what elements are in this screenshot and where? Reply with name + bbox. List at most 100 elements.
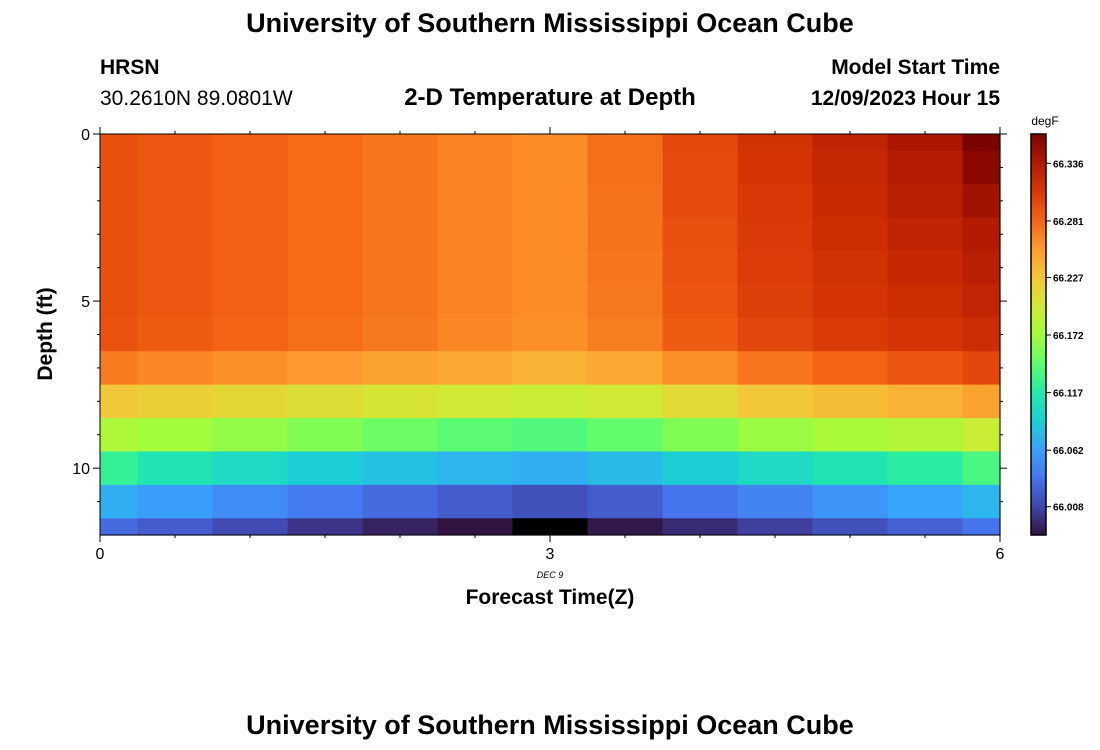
heatmap-cell (662, 184, 739, 219)
heatmap-cell (737, 317, 814, 352)
heatmap-cell (662, 518, 739, 536)
heatmap-cell (212, 351, 289, 386)
heatmap-cell (287, 184, 364, 219)
heatmap-cell (287, 484, 364, 519)
heatmap-cell (212, 150, 289, 185)
footer-title: University of Southern Mississippi Ocean… (246, 710, 854, 740)
colorbar-tick-label: 66.336 (1053, 159, 1084, 170)
heatmap-cell (962, 284, 1001, 319)
heatmap-cell (887, 518, 964, 536)
heatmap-cell (812, 518, 889, 536)
heatmap-cell (587, 518, 664, 536)
heatmap-cell (437, 250, 514, 285)
heatmap-cell (512, 150, 589, 185)
colorbar-units: degF (1031, 114, 1058, 128)
heatmap-cell (512, 518, 589, 536)
heatmap-cell (887, 250, 964, 285)
heatmap-cell (100, 418, 139, 453)
heatmap-cell (512, 384, 589, 419)
heatmap-cell (962, 518, 1001, 536)
heatmap-cell (812, 451, 889, 486)
heatmap-cell (362, 451, 439, 486)
heatmap-cell (362, 518, 439, 536)
heatmap-cell (887, 184, 964, 219)
colorbar-tick-label: 66.062 (1053, 446, 1084, 457)
heatmap-cell (812, 384, 889, 419)
heatmap-cell (137, 150, 214, 185)
heatmap-cell (662, 217, 739, 252)
heatmap-cell (437, 184, 514, 219)
heatmap-cell (812, 351, 889, 386)
heatmap-cell (137, 217, 214, 252)
y-tick-label: 0 (81, 127, 90, 144)
heatmap-cell (812, 217, 889, 252)
heatmap-cell (437, 351, 514, 386)
heatmap-cell (137, 484, 214, 519)
heatmap-cell (587, 351, 664, 386)
heatmap-cell (662, 351, 739, 386)
heatmap-cell (100, 284, 139, 319)
heatmap-cell (887, 317, 964, 352)
heatmap-cell (287, 518, 364, 536)
heatmap-cell (437, 134, 514, 152)
heatmap-cell (962, 384, 1001, 419)
heatmap-cell (737, 284, 814, 319)
heatmap-cell (662, 134, 739, 152)
heatmap-cell (587, 150, 664, 185)
heatmap-cell (212, 451, 289, 486)
heatmap-cell (812, 250, 889, 285)
heatmap-cell (962, 418, 1001, 453)
x-tick-label: 6 (996, 546, 1005, 563)
heatmap-cell (587, 250, 664, 285)
heatmap-cell (737, 418, 814, 453)
heatmap-cell (137, 250, 214, 285)
heatmap-cell (137, 451, 214, 486)
heatmap-cell (100, 150, 139, 185)
heatmap-cell (587, 484, 664, 519)
heatmap-cell (512, 284, 589, 319)
heatmap-cell (962, 351, 1001, 386)
heatmap-cell (437, 217, 514, 252)
heatmap-cell (212, 484, 289, 519)
heatmap-cell (137, 384, 214, 419)
colorbar-tick-label: 66.227 (1053, 273, 1084, 284)
heatmap-cell (100, 250, 139, 285)
colorbar-ticks: 66.336 66.281 66.227 66.172 66.117 66.062 66.0… (1046, 159, 1084, 514)
heatmap-cell (812, 150, 889, 185)
heatmap-cell (100, 217, 139, 252)
heatmap-cell (662, 284, 739, 319)
axes: 0 3 6 0 5 10 (72, 127, 1007, 563)
heatmap-cell (100, 518, 139, 536)
heatmap-cell (587, 284, 664, 319)
heatmap-cell (812, 418, 889, 453)
heatmap-cell (887, 284, 964, 319)
heatmap-cell (137, 284, 214, 319)
heatmap-cell (512, 484, 589, 519)
y-axis-title: Depth (ft) (34, 287, 57, 380)
heatmap-cell (887, 384, 964, 419)
heatmap-cell (287, 384, 364, 419)
heatmap-cell (812, 184, 889, 219)
heatmap-cell (962, 484, 1001, 519)
heatmap-cell (437, 284, 514, 319)
heatmap-cell (962, 184, 1001, 219)
colorbar-tick-label: 66.281 (1053, 217, 1084, 228)
heatmap-cell (212, 418, 289, 453)
heatmap-cell (662, 418, 739, 453)
heatmap-cell (212, 134, 289, 152)
heatmap-cell (887, 418, 964, 453)
heatmap-cell (212, 284, 289, 319)
heatmap-cell (737, 250, 814, 285)
heatmap-cell (962, 150, 1001, 185)
heatmap-cell (212, 184, 289, 219)
heatmap-cell (737, 518, 814, 536)
heatmap-cells (100, 134, 1001, 536)
heatmap-cell (437, 518, 514, 536)
heatmap-cell (737, 134, 814, 152)
heatmap-cell (212, 384, 289, 419)
heatmap-cell (362, 317, 439, 352)
heatmap-cell (137, 317, 214, 352)
main-title: University of Southern Mississippi Ocean… (246, 8, 854, 38)
x-axis-title: Forecast Time(Z) (466, 586, 635, 609)
